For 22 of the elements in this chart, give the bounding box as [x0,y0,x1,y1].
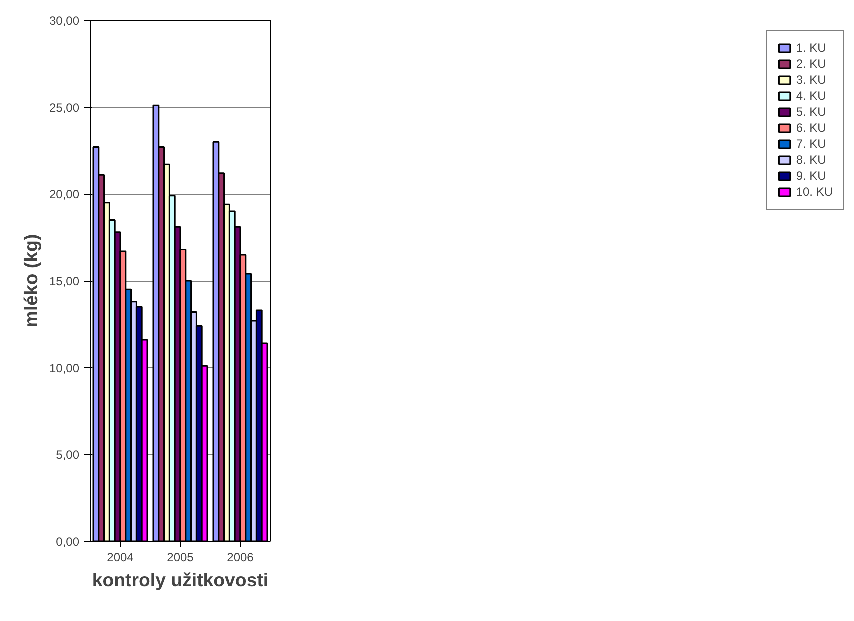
x-tick-label: 2004 [107,550,134,564]
y-tick-label: 25,00 [49,100,80,115]
legend-label: 1. KU [796,41,826,55]
legend-label: 3. KU [796,73,826,87]
legend-label: 2. KU [796,57,826,71]
y-tick-label: 20,00 [49,188,80,202]
x-tick-label: 2005 [167,550,194,564]
legend-label: 7. KU [796,137,826,151]
legend-label: 9. KU [796,169,826,183]
y-tick-label: 10,00 [49,361,80,376]
x-tick-label: 2006 [227,550,254,564]
x-axis-title: kontroly užitkovosti [92,570,269,590]
y-tick-label: 5,00 [56,448,80,462]
legend-label: 10. KU [796,185,833,199]
y-tick-label: 15,00 [49,274,80,288]
legend-label: 4. KU [796,89,826,103]
y-axis-title: mléko (kg) [20,234,42,328]
legend-label: 8. KU [796,153,826,167]
legend-label: 6. KU [796,121,826,135]
legend-label: 5. KU [796,105,826,119]
y-tick-label: 0,00 [56,535,80,549]
y-tick-label: 30,00 [49,14,80,28]
